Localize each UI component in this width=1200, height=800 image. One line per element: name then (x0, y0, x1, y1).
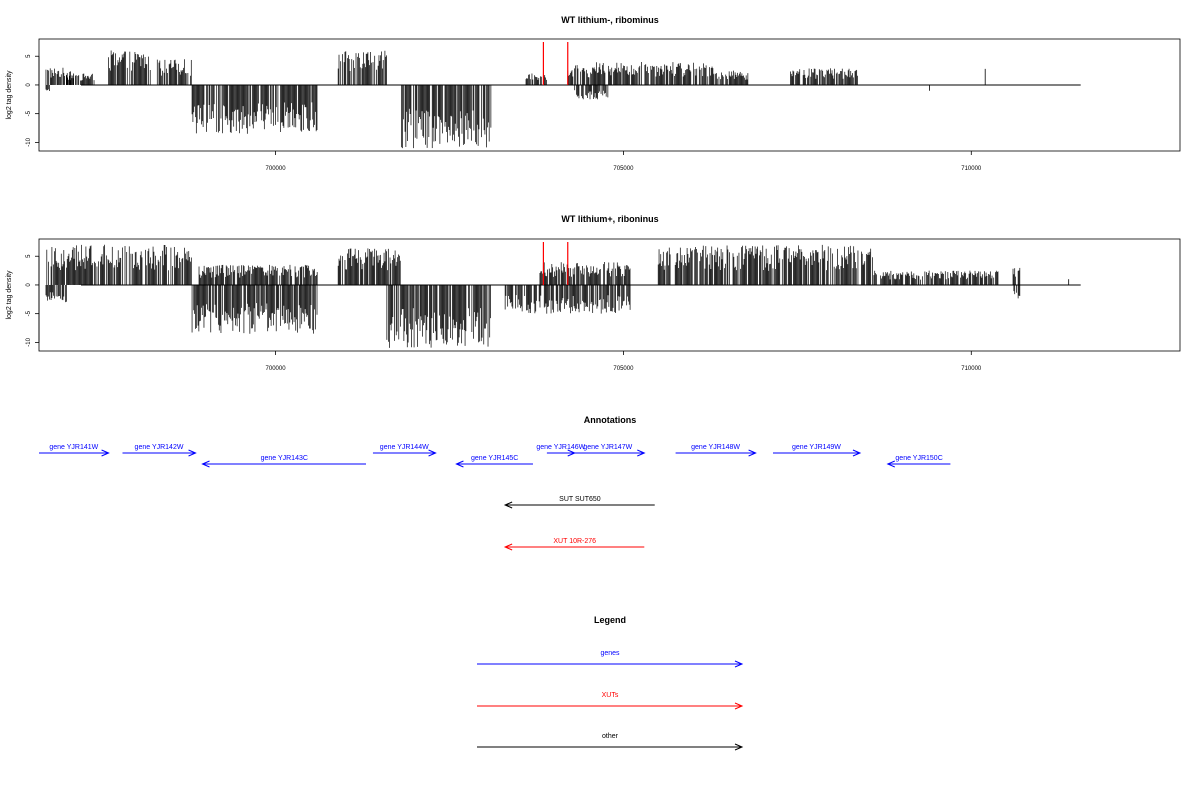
coverage-bars (45, 50, 1081, 149)
x-tick-label: 705000 (613, 166, 634, 172)
legend-arrowhead (734, 702, 744, 710)
legend-title: Legend (594, 615, 626, 625)
feature-arrowhead (503, 501, 513, 509)
feature-label: gene YJR142W (135, 444, 184, 451)
y-tick-label: -5 (26, 110, 32, 116)
y-axis: 5 0 -5 -10 (26, 54, 40, 147)
red-markers (542, 42, 569, 85)
x-tick-label: 710000 (961, 166, 982, 172)
feature-label: gene YJR150C (895, 455, 942, 462)
x-axis: 700000 705000 710000 (266, 351, 982, 372)
legend-panel: Legend genes XUTs other (477, 615, 744, 751)
legend-label: genes (600, 650, 620, 657)
feature-arrowhead (428, 449, 437, 457)
feature-arrowhead (637, 449, 646, 457)
y-axis: 5 0 -5 -10 (26, 254, 40, 347)
y-tick-label: 0 (26, 83, 32, 87)
annotation-features: gene YJR141W gene YJR142W gene YJR143C gene… (39, 444, 951, 551)
feature-arrowhead (455, 460, 464, 468)
legend-label: XUTs (602, 692, 619, 699)
legend-label: other (602, 733, 619, 740)
y-axis-label: log2 tag density (6, 70, 13, 120)
track-panel-lithium-minus: WT lithium-, ribominus log2 tag density … (6, 15, 1181, 172)
y-tick-label: -5 (26, 310, 32, 316)
feature-label: gene YJR147W (583, 444, 632, 451)
panel-title: WT lithium+, riboninus (561, 214, 658, 224)
y-tick-label: -10 (26, 337, 32, 346)
feature-arrowhead (101, 449, 110, 457)
red-markers (542, 242, 569, 285)
annotations-panel: Annotations gene YJR141W gene YJR142Wgene… (39, 415, 951, 551)
feature-label: gene YJR145C (471, 455, 518, 462)
feature-arrowhead (852, 449, 862, 457)
feature-arrowhead (886, 460, 895, 468)
x-tick-label: 705000 (613, 366, 634, 372)
feature-label: XUT 10R-276 (553, 538, 596, 545)
feature-arrowhead (503, 543, 513, 551)
feature-arrowhead (188, 449, 197, 457)
feature-label: gene YJR143C (261, 455, 308, 462)
x-tick-label: 710000 (961, 366, 982, 372)
y-tick-label: 0 (26, 283, 32, 287)
y-tick-label: -10 (26, 137, 32, 146)
feature-label: gene YJR149W (792, 444, 841, 451)
annotations-title: Annotations (584, 415, 637, 425)
feature-label: gene YJR144W (380, 444, 429, 451)
feature-label: gene YJR141W (49, 444, 98, 451)
x-tick-label: 700000 (266, 166, 287, 172)
legend-items: genes XUTs other (477, 650, 744, 751)
x-tick-label: 700000 (266, 366, 287, 372)
y-tick-label: 5 (26, 254, 32, 258)
y-tick-label: 5 (26, 54, 32, 58)
legend-arrowhead (734, 743, 744, 751)
feature-label: SUT SUT650 (559, 496, 601, 503)
x-axis: 700000 705000 710000 (266, 151, 982, 172)
coverage-bars (45, 244, 1081, 348)
feature-arrowhead (201, 460, 210, 468)
feature-label: gene YJR148W (691, 444, 740, 451)
track-panel-lithium-plus: WT lithium+, riboninus log2 tag density … (6, 214, 1181, 372)
panel-title: WT lithium-, ribominus (561, 15, 659, 25)
y-axis-label: log2 tag density (6, 270, 13, 320)
feature-label: gene YJR146W (536, 444, 585, 451)
feature-arrowhead (748, 449, 757, 457)
legend-arrowhead (734, 660, 744, 668)
